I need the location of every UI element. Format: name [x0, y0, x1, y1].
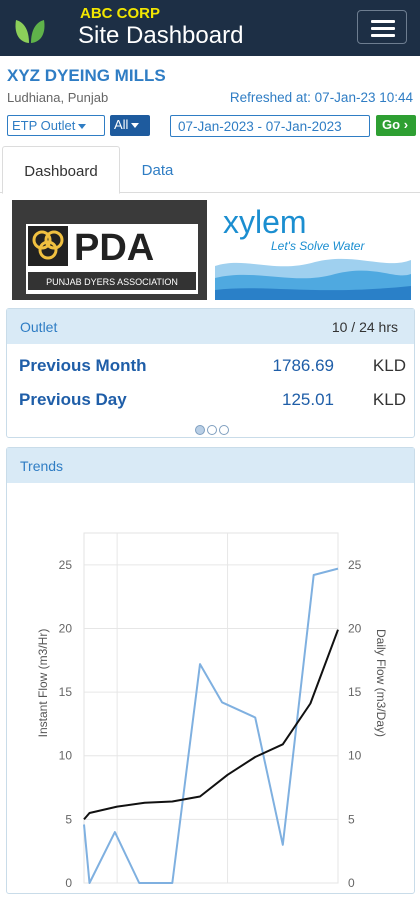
- plot-area: [83, 532, 339, 884]
- carousel-dots[interactable]: [195, 422, 231, 440]
- site-name: XYZ DYEING MILLS: [7, 66, 166, 85]
- go-button[interactable]: Go ›: [376, 115, 416, 136]
- outlet-select[interactable]: ETP Outlet: [7, 115, 105, 136]
- pda-full: PUNJAB DYERS ASSOCIATION: [46, 277, 178, 287]
- x-tick: 12:00: [323, 892, 353, 893]
- chevron-right-icon: ›: [403, 117, 409, 132]
- y-tick-right: 15: [348, 685, 362, 699]
- y-tick-left: 25: [59, 558, 73, 572]
- xylem-brand: xylem: [223, 204, 307, 240]
- trends-title: Trends: [20, 458, 64, 474]
- x-tick: 11:00: [213, 892, 242, 893]
- site-location: Ludhiana, Punjab: [7, 90, 109, 105]
- y-tick-right: 20: [348, 621, 362, 635]
- instant-flow-line: [83, 567, 339, 884]
- app-header: ABC CORP Site Dashboard: [0, 0, 420, 56]
- hamburger-icon: [371, 20, 395, 23]
- daily-flow-line: [83, 629, 339, 821]
- xylem-tagline: Let's Solve Water: [271, 239, 365, 253]
- y-tick-left: 20: [59, 621, 73, 635]
- x-tick: 10:00: [102, 892, 132, 893]
- chevron-down-icon: [131, 123, 140, 129]
- y-tick-left: 0: [65, 876, 72, 890]
- y-tick-right: 10: [348, 749, 362, 763]
- y-tick-right: 0: [348, 876, 355, 890]
- outlet-header: Outlet 10 / 24 hrs: [7, 309, 414, 344]
- outlet-hours: 10 / 24 hrs: [331, 319, 398, 335]
- chevron-down-icon: [78, 124, 87, 130]
- all-select[interactable]: All: [110, 115, 150, 136]
- tab-dashboard[interactable]: Dashboard: [2, 146, 120, 194]
- xylem-banner: xylem Let's Solve Water: [215, 200, 411, 300]
- y-axis-label-left: Instant Flow (m3/Hr): [36, 629, 50, 738]
- company-name: ABC CORP: [80, 5, 161, 22]
- outlet-title: Outlet: [20, 319, 58, 335]
- page-title: Site Dashboard: [78, 22, 244, 49]
- previous-day-row: Previous Day 125.01 KLD: [19, 390, 406, 409]
- y-tick-left: 5: [65, 812, 72, 826]
- leaf-icon: [15, 20, 45, 43]
- trends-panel: Trends 0 0 5 5 10 10 15 15 20 20 25 25 10:00 11:00 12:…: [6, 447, 415, 900]
- pda-short: PDA: [74, 227, 154, 269]
- trends-header: Trends: [7, 448, 414, 483]
- date-range-input[interactable]: 07-Jan-2023 - 07-Jan-2023: [170, 115, 370, 137]
- previous-month-row: Previous Month 1786.69 KLD: [19, 356, 406, 375]
- y-tick-right: 5: [348, 812, 355, 826]
- y-axis-label-right: Daily Flow (m3/Day): [374, 629, 388, 737]
- y-tick-left: 15: [59, 685, 73, 699]
- tab-data[interactable]: Data: [141, 162, 174, 179]
- outlet-panel: Outlet 10 / 24 hrs Previous Month 1786.6…: [6, 308, 415, 438]
- menu-button[interactable]: [357, 10, 407, 44]
- carousel-dot[interactable]: [219, 425, 229, 435]
- y-tick-right: 25: [348, 558, 362, 572]
- trends-chart[interactable]: 0 0 5 5 10 10 15 15 20 20 25 25 10:00 11:00 12:00 Inst…: [7, 483, 414, 900]
- y-tick-left: 10: [59, 749, 73, 763]
- refreshed-timestamp: Refreshed at: 07-Jan-23 10:44: [229, 90, 413, 105]
- carousel-dot[interactable]: [207, 425, 217, 435]
- carousel-dot[interactable]: [195, 425, 205, 435]
- tab-bar: Dashboard Data: [0, 146, 420, 194]
- pda-banner: PDA PUNJAB DYERS ASSOCIATION: [12, 200, 207, 300]
